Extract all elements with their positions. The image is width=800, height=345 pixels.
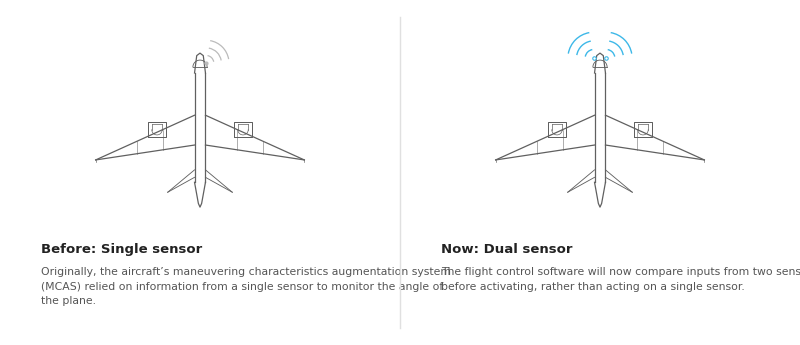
Text: Now: Dual sensor: Now: Dual sensor [442,243,573,256]
Text: The flight control software will now compare inputs from two sensors
before acti: The flight control software will now com… [442,267,800,292]
Text: Originally, the aircraft’s maneuvering characteristics augmentation system
(MCAS: Originally, the aircraft’s maneuvering c… [42,267,451,306]
Text: Before: Single sensor: Before: Single sensor [42,243,202,256]
